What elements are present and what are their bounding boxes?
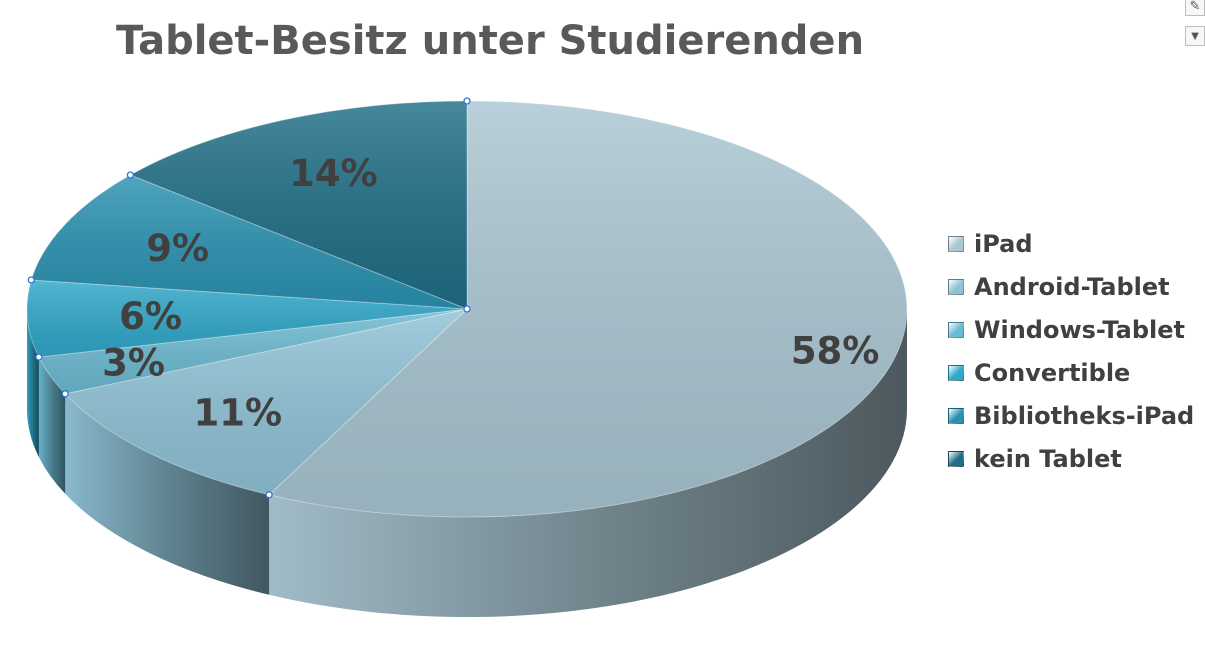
legend-label: Bibliotheks-iPad	[974, 401, 1195, 430]
legend-swatch	[948, 235, 964, 252]
legend-label: kein Tablet	[974, 444, 1122, 473]
data-label-windows-tablet: 3%	[102, 341, 165, 384]
legend-item-windows-tablet[interactable]: Windows-Tablet	[948, 308, 1194, 351]
selection-handle-center[interactable]	[463, 305, 471, 313]
chart-title: Tablet-Besitz unter Studierenden	[115, 18, 865, 64]
pie-side-shade	[65, 393, 270, 595]
selection-handle[interactable]	[27, 276, 35, 284]
legend-item-android-tablet[interactable]: Android-Tablet	[948, 265, 1194, 308]
pie-slice-shade	[31, 175, 468, 309]
pie-side-shade	[38, 357, 66, 494]
pie-side-shade	[269, 309, 908, 618]
data-label-kein-tablet: 14%	[289, 152, 378, 195]
selection-handle[interactable]	[126, 171, 135, 179]
legend-item-ipad[interactable]: iPad	[948, 222, 1194, 265]
legend-swatch	[948, 321, 964, 338]
legend-swatch	[948, 364, 964, 381]
filter-icon[interactable]: ▼	[1185, 26, 1205, 46]
pie-slice-shade	[38, 309, 468, 394]
pie-side-shade	[26, 309, 39, 458]
legend-label: Android-Tablet	[974, 272, 1170, 301]
legend-label: Convertible	[974, 358, 1131, 387]
chart-legend: iPad Android-Tablet Windows-Tablet Converti…	[948, 222, 1194, 480]
legend-swatch	[948, 278, 964, 295]
legend-swatch	[948, 407, 964, 424]
data-label-bibliotheks-ipad: 9%	[146, 227, 209, 270]
selection-handle[interactable]	[265, 491, 273, 499]
pie-slice-shade	[26, 280, 467, 358]
selection-handle[interactable]	[463, 97, 471, 105]
selection-handle[interactable]	[61, 390, 69, 398]
data-label-android-tablet: 11%	[194, 391, 283, 434]
data-label-convertible: 6%	[119, 295, 182, 338]
legend-item-bibliotheks-ipad[interactable]: Bibliotheks-iPad	[948, 394, 1194, 437]
legend-label: Windows-Tablet	[974, 315, 1185, 344]
legend-item-convertible[interactable]: Convertible	[948, 351, 1194, 394]
legend-label: iPad	[974, 229, 1033, 258]
pie-slice-shade	[269, 101, 907, 517]
pie-slice-shade	[65, 309, 467, 495]
brush-icon[interactable]: ✎	[1185, 0, 1205, 16]
legend-swatch	[948, 450, 964, 467]
selection-handle[interactable]	[35, 353, 43, 361]
legend-item-kein-tablet[interactable]: kein Tablet	[948, 437, 1194, 480]
data-label-ipad: 58%	[791, 329, 880, 372]
pie-slice-shade	[130, 101, 467, 309]
